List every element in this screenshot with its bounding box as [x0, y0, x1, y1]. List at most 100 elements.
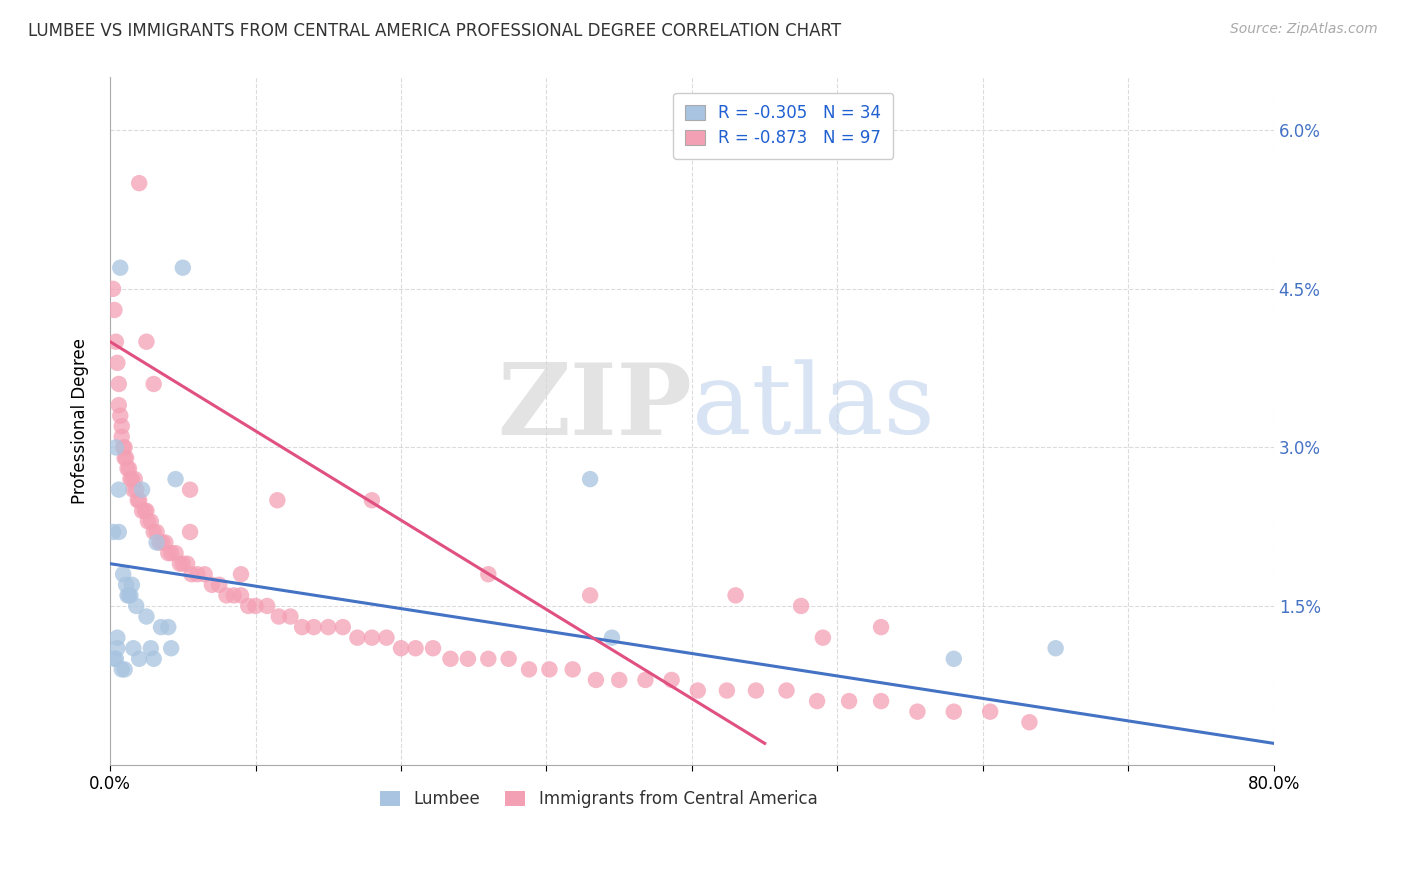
Point: [135, 504, 157, 518]
Point: [160, 546, 183, 560]
Point: [716, 683, 738, 698]
Point: [942, 652, 965, 666]
Point: [122, 641, 145, 656]
Point: [775, 683, 797, 698]
Point: [111, 430, 134, 444]
Point: [160, 641, 183, 656]
Point: [111, 662, 134, 676]
Point: [870, 620, 893, 634]
Point: [120, 588, 142, 602]
Point: [105, 641, 128, 656]
Point: [115, 578, 138, 592]
Point: [131, 483, 153, 497]
Point: [142, 524, 165, 539]
Point: [215, 588, 238, 602]
Point: [165, 546, 187, 560]
Point: [121, 578, 143, 592]
Point: [105, 631, 128, 645]
Point: [267, 609, 290, 624]
Point: [457, 652, 479, 666]
Point: [117, 588, 139, 602]
Point: [790, 599, 813, 613]
Point: [114, 662, 136, 676]
Point: [110, 409, 132, 423]
Point: [179, 524, 201, 539]
Point: [107, 483, 129, 497]
Point: [245, 599, 267, 613]
Point: [157, 620, 180, 634]
Point: [117, 461, 139, 475]
Point: [150, 620, 173, 634]
Text: LUMBEE VS IMMIGRANTS FROM CENTRAL AMERICA PROFESSIONAL DEGREE CORRELATION CHART: LUMBEE VS IMMIGRANTS FROM CENTRAL AMERIC…: [28, 22, 841, 40]
Point: [194, 567, 217, 582]
Point: [316, 620, 339, 634]
Point: [176, 557, 198, 571]
Point: [280, 609, 302, 624]
Point: [105, 356, 128, 370]
Point: [186, 567, 208, 582]
Point: [600, 631, 623, 645]
Point: [179, 483, 201, 497]
Point: [124, 472, 146, 486]
Point: [498, 652, 520, 666]
Point: [745, 683, 768, 698]
Point: [1018, 715, 1040, 730]
Point: [136, 515, 159, 529]
Point: [332, 620, 354, 634]
Point: [838, 694, 860, 708]
Point: [579, 588, 602, 602]
Point: [477, 567, 499, 582]
Point: [104, 334, 127, 349]
Point: [155, 535, 177, 549]
Point: [134, 504, 156, 518]
Point: [1045, 641, 1067, 656]
Point: [979, 705, 1001, 719]
Point: [121, 472, 143, 486]
Point: [724, 588, 747, 602]
Point: [112, 567, 135, 582]
Point: [118, 461, 141, 475]
Text: atlas: atlas: [692, 359, 935, 455]
Point: [107, 398, 129, 412]
Point: [101, 524, 124, 539]
Point: [208, 578, 231, 592]
Point: [607, 673, 630, 687]
Point: [907, 705, 929, 719]
Point: [142, 652, 165, 666]
Point: [538, 662, 561, 676]
Point: [125, 599, 148, 613]
Point: [101, 282, 124, 296]
Point: [115, 450, 138, 465]
Point: [361, 631, 384, 645]
Point: [120, 472, 142, 486]
Point: [107, 376, 129, 391]
Point: [131, 504, 153, 518]
Point: [128, 493, 150, 508]
Point: [375, 631, 398, 645]
Point: [152, 535, 174, 549]
Point: [405, 641, 427, 656]
Point: [104, 652, 127, 666]
Point: [238, 599, 260, 613]
Point: [128, 176, 150, 190]
Point: [172, 557, 194, 571]
Point: [806, 694, 828, 708]
Point: [942, 705, 965, 719]
Point: [139, 515, 162, 529]
Point: [118, 588, 141, 602]
Point: [229, 588, 252, 602]
Point: [110, 260, 132, 275]
Point: [686, 683, 709, 698]
Point: [139, 641, 162, 656]
Point: [103, 303, 125, 318]
Point: [125, 483, 148, 497]
Point: [256, 599, 278, 613]
Point: [103, 652, 125, 666]
Point: [114, 450, 136, 465]
Point: [811, 631, 834, 645]
Point: [870, 694, 893, 708]
Point: [172, 260, 194, 275]
Point: [104, 441, 127, 455]
Point: [302, 620, 325, 634]
Point: [169, 557, 191, 571]
